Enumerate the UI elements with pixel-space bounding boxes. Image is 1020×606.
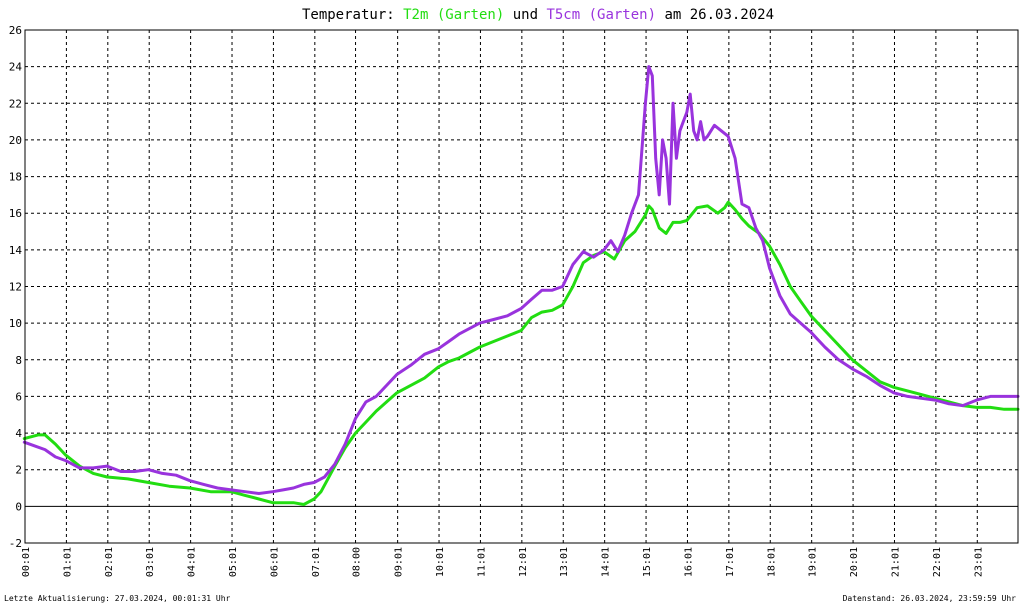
x-tick-label: 03:01 [145,547,156,577]
x-tick-label: 07:01 [311,547,322,577]
x-tick-label: 20:01 [849,547,860,577]
y-tick-label: 24 [9,61,23,74]
x-tick-label: 14:01 [601,547,612,577]
x-tick-label: 08:00 [352,547,363,577]
x-axis-labels: 00:01 01:01 02:01 03:01 04:01 05:01 06:01 07:01… [21,547,984,577]
grid [24,29,1018,544]
title-series-t5cm: T5cm (Garten) [546,7,656,23]
y-tick-label: 22 [9,97,22,110]
y-tick-label: 12 [9,281,22,294]
series-lines [22,65,1020,506]
x-tick-label: 04:01 [187,547,198,577]
x-tick-label: 18:01 [766,547,777,577]
y-tick-label: 20 [9,134,22,147]
title-joiner: und [504,7,546,23]
x-tick-label: 17:01 [725,547,736,577]
footer-last-update: Letzte Aktualisierung: 27.03.2024, 00:01… [4,594,231,603]
x-tick-label: 13:01 [559,547,570,577]
x-tick-label: 01:01 [62,547,73,577]
title-prefix: Temperatur: [302,7,403,23]
x-tick-label: 02:01 [104,547,115,577]
series-line-t5cm [22,65,1020,495]
x-tick-label: 19:01 [808,547,819,577]
y-tick-label: 14 [9,244,23,257]
x-tick-label: 00:01 [21,547,32,577]
x-tick-label: 11:01 [476,547,487,577]
footer-data-timestamp: Datenstand: 26.03.2024, 23:59:59 Uhr [843,594,1017,603]
y-tick-label: 4 [15,427,22,440]
x-tick-label: 16:01 [683,547,694,577]
y-tick-label: 16 [9,207,22,220]
x-tick-label: 15:01 [642,547,653,577]
plot-frame [24,29,1019,544]
series-line-t2m [22,200,1020,506]
x-tick-label: 10:01 [435,547,446,577]
y-tick-label: -2 [9,537,22,550]
x-tick-label: 23:01 [973,547,984,577]
y-tick-label: 10 [9,317,22,330]
y-tick-label: 18 [9,171,22,184]
y-tick-label: 26 [9,24,22,37]
x-tick-label: 05:01 [228,547,239,577]
y-tick-label: 2 [15,464,22,477]
x-tick-label: 22:01 [932,547,943,577]
title-suffix: am 26.03.2024 [656,7,774,23]
x-tick-label: 21:01 [890,547,901,577]
y-tick-label: 0 [15,500,22,513]
x-tick-label: 09:01 [394,547,405,577]
x-tick-label: 12:01 [518,547,529,577]
y-tick-label: 6 [15,390,22,403]
chart-title: Temperatur: T2m (Garten) und T5cm (Garte… [302,7,774,23]
y-tick-label: 8 [15,354,22,367]
title-series-t2m: T2m (Garten) [403,7,504,23]
x-tick-label: 06:01 [269,547,280,577]
